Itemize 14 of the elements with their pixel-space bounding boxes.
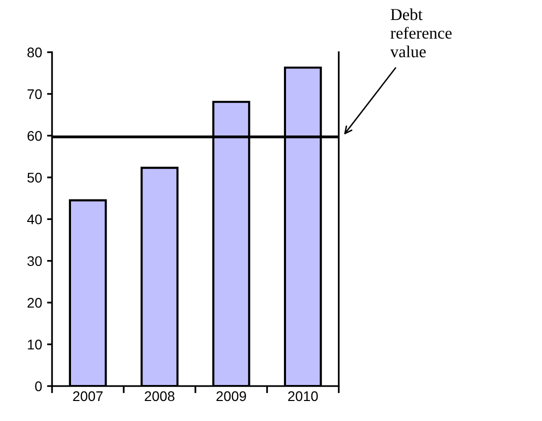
y-tick-label: 80 — [27, 48, 42, 58]
y-tick-label: 40 — [27, 214, 42, 224]
x-tick-label: 2008 — [144, 391, 174, 402]
x-tick-label: 2010 — [288, 391, 318, 402]
y-tick-label: 30 — [27, 256, 42, 266]
y-tick-label: 70 — [28, 89, 42, 100]
y-tick-label: 50 — [27, 172, 42, 183]
y-tick-label: 60 — [28, 131, 42, 141]
x-tick-label: 2007 — [73, 391, 103, 402]
ref-line-label: Debt reference value — [390, 8, 452, 58]
y-tick-label: 0 — [35, 381, 42, 392]
y-tick-label: 10 — [28, 340, 42, 350]
y-tick-label: 20 — [28, 298, 42, 308]
x-tick-label: 2009 — [216, 391, 246, 402]
